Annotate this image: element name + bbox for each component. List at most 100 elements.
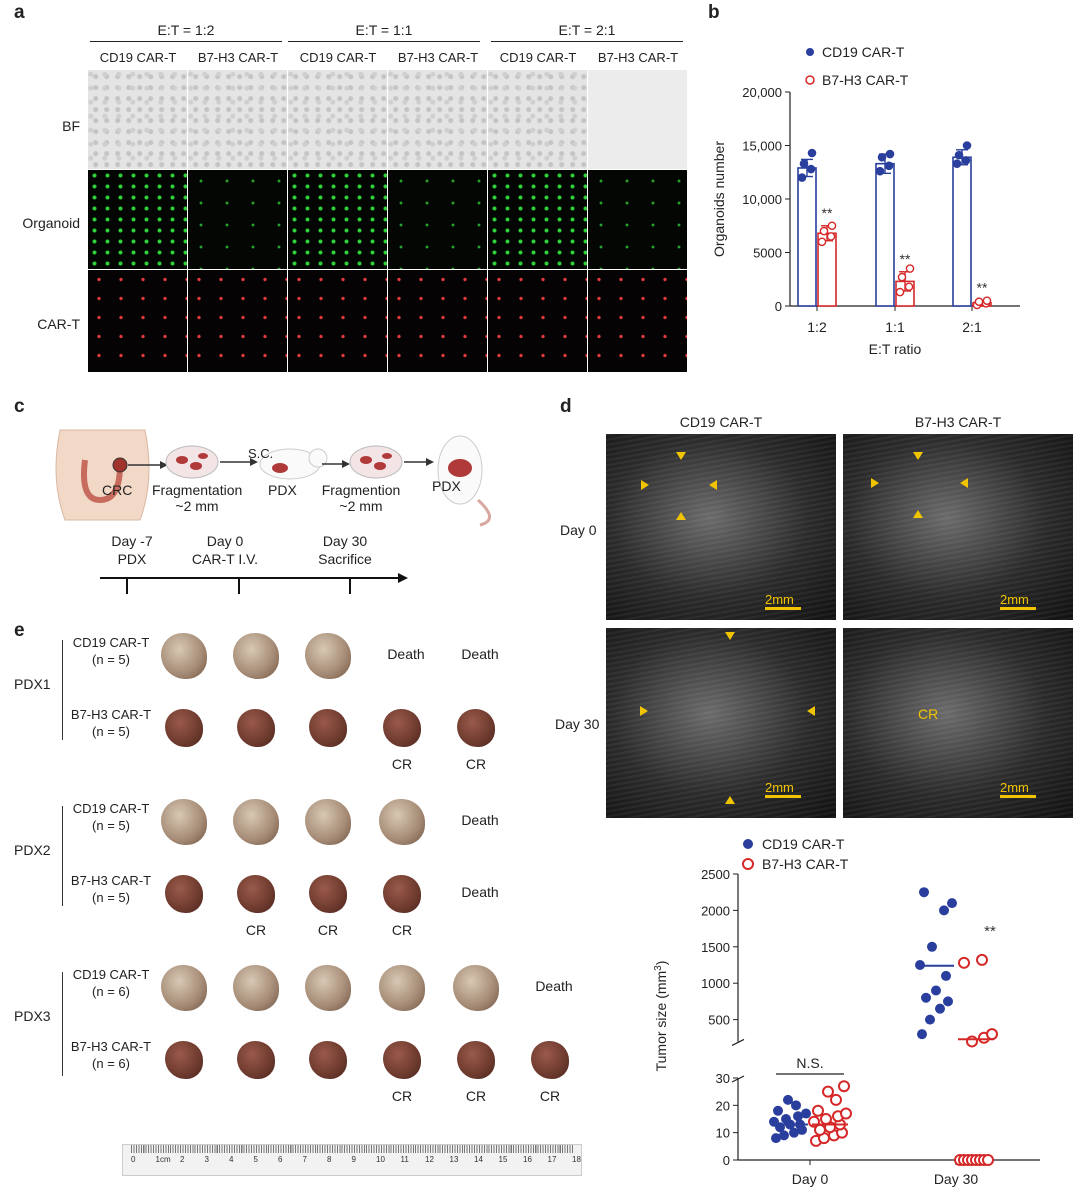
- data-point: [791, 1100, 801, 1111]
- ruler-tick-label: 2: [180, 1155, 185, 1164]
- d-row-day30: Day 30: [555, 716, 600, 732]
- data-point: [820, 1113, 832, 1125]
- tumor-photo: [309, 709, 347, 747]
- ultrasound-cd19-day30: [606, 628, 836, 818]
- timeline-event-text: PDX: [117, 551, 147, 567]
- ruler-tick-label: 5: [253, 1155, 258, 1164]
- data-point: [921, 992, 931, 1003]
- data-point: [819, 226, 829, 236]
- column-header: CD19 CAR-T: [299, 50, 377, 65]
- ruler-tick-label: 10: [376, 1155, 385, 1164]
- colon-icon: [81, 459, 123, 504]
- d-col-header-b7h3: B7-H3 CAR-T: [914, 414, 1002, 430]
- treatment-name: CD19 CAR-T: [72, 635, 150, 650]
- arrowhead-icon: [725, 632, 735, 640]
- data-point: [982, 1154, 994, 1166]
- legend-label: CD19 CAR-T: [762, 836, 845, 852]
- ruler-tick-label: 9: [351, 1155, 356, 1164]
- micrograph-cell: [388, 170, 487, 269]
- bar: [875, 162, 895, 307]
- data-point: [919, 887, 929, 898]
- tumor-photo: [305, 633, 351, 679]
- legend-marker-b7h3: [805, 75, 815, 85]
- pdx-label-1: PDX: [268, 482, 297, 498]
- cr-label: CR: [539, 1088, 561, 1104]
- significance-label: **: [900, 251, 911, 267]
- data-point: [954, 150, 964, 160]
- y-tick-label: 30: [716, 1071, 730, 1086]
- arrowhead-icon: [640, 706, 648, 716]
- micrograph-cell: [288, 270, 387, 372]
- tumor-photo: [531, 1041, 569, 1079]
- data-point: [939, 905, 949, 916]
- y-axis-label-close: ): [653, 961, 669, 966]
- pdx-group-label: PDX1: [14, 676, 51, 692]
- cr-label: CR: [465, 1088, 487, 1104]
- data-point: [885, 149, 895, 159]
- fragmentation-text: Fragmentation: [152, 482, 243, 498]
- arrowhead-icon: [725, 796, 735, 804]
- data-point: [840, 1107, 852, 1120]
- scale-bar-text: 2mm: [765, 780, 794, 795]
- cr-label-ultrasound: CR: [918, 706, 939, 722]
- ruler-tick-label: 3: [204, 1155, 209, 1164]
- ruler-minor-ticks: [131, 1145, 573, 1153]
- data-point: [941, 970, 951, 981]
- death-label: Death: [535, 978, 573, 994]
- cr-label: CR: [391, 756, 413, 772]
- scale-bar-3: 2mm: [765, 780, 801, 798]
- data-point: [982, 296, 992, 305]
- treatment-label: CD19 CAR-T (n = 5): [64, 800, 158, 834]
- fragmentation-size: ~2 mm: [175, 498, 219, 514]
- crc-tumor-icon: [112, 457, 128, 473]
- human-torso-icon: [55, 429, 150, 521]
- micrograph-cell: [488, 170, 587, 269]
- death-label: Death: [461, 884, 499, 900]
- arrowhead-icon: [641, 480, 649, 490]
- timeline-event: Day 0 CAR-T I.V.: [180, 532, 270, 568]
- data-point: [897, 272, 907, 282]
- data-point: [895, 287, 905, 297]
- arrowhead-icon: [807, 706, 815, 716]
- column-header: B7-H3 CAR-T: [597, 50, 679, 65]
- data-point: [838, 1080, 850, 1093]
- data-point: [822, 1085, 834, 1098]
- cr-label: CR: [317, 922, 339, 938]
- tumor-photo: [457, 1041, 495, 1079]
- d-col-header-cd19: CD19 CAR-T: [679, 414, 763, 430]
- fragmention-label: Fragmention ~2 mm: [316, 482, 406, 514]
- death-label: Death: [387, 646, 425, 662]
- ruler-tick-label: 13: [449, 1155, 459, 1164]
- timeline-event: Day 30 Sacrifice: [300, 532, 390, 568]
- data-point: [976, 953, 988, 966]
- treatment-label: CD19 CAR-T (n = 6): [64, 966, 158, 1000]
- bar: [952, 156, 972, 307]
- group-bracket: [62, 806, 63, 906]
- petri-dish-icon: [165, 445, 219, 479]
- ultrasound-cd19-day0: [606, 434, 836, 620]
- tumor-photo: [165, 709, 203, 747]
- treatment-label: CD19 CAR-T (n = 5): [64, 634, 158, 668]
- tumor-photo: [233, 633, 279, 679]
- x-tick-label: 2:1: [962, 319, 982, 335]
- fragmention-text: Fragmention: [321, 482, 401, 498]
- tumor-photo: [165, 875, 203, 913]
- treatment-label: B7-H3 CAR-T (n = 5): [64, 872, 158, 906]
- axis-break: [731, 1075, 745, 1083]
- tumor-photo: [237, 875, 275, 913]
- axis-break: [731, 1038, 745, 1046]
- ruler-tick-label: 7: [302, 1155, 307, 1164]
- y-tick-label: 5000: [753, 246, 782, 261]
- treatment-name: B7-H3 CAR-T: [70, 707, 152, 722]
- column-header: B7-H3 CAR-T: [397, 50, 479, 65]
- data-point: [925, 1014, 935, 1025]
- ultrasound-b7h3-day0: [843, 434, 1073, 620]
- data-point: [875, 166, 885, 176]
- tumor-photo: [161, 633, 207, 679]
- ruler-tick-label: 4: [229, 1155, 234, 1164]
- micrograph-cell: [588, 70, 687, 169]
- micrograph-cell: [288, 170, 387, 269]
- tumor-photo: [379, 799, 425, 845]
- tumor-photo: [309, 1041, 347, 1079]
- data-point: [904, 282, 914, 292]
